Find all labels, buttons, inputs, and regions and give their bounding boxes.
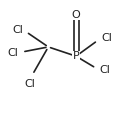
Text: Cl: Cl bbox=[12, 25, 23, 35]
Text: Cl: Cl bbox=[7, 48, 18, 58]
Text: P: P bbox=[73, 51, 79, 61]
Text: Cl: Cl bbox=[99, 65, 110, 75]
Text: O: O bbox=[72, 10, 80, 20]
Text: Cl: Cl bbox=[24, 79, 35, 89]
Text: Cl: Cl bbox=[102, 33, 112, 43]
